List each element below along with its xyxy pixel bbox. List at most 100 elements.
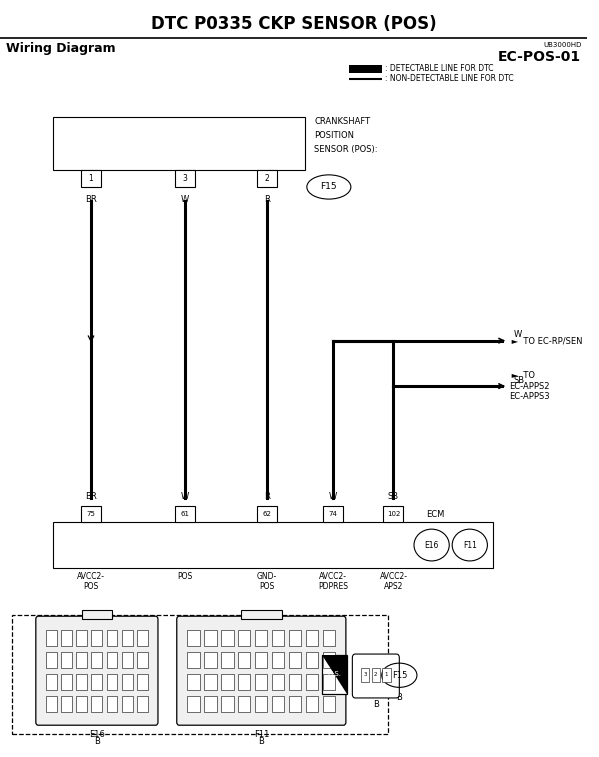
Text: 3: 3: [183, 174, 187, 183]
Text: EC-POS-01: EC-POS-01: [498, 50, 582, 64]
Bar: [187, 652, 199, 668]
Bar: [238, 652, 250, 668]
Bar: [107, 652, 117, 668]
FancyBboxPatch shape: [177, 616, 346, 725]
Text: SB: SB: [388, 492, 399, 501]
Bar: [241, 610, 282, 619]
Text: Wiring Diagram: Wiring Diagram: [6, 42, 116, 55]
Text: POSITION: POSITION: [314, 131, 354, 140]
Bar: [323, 506, 343, 522]
Text: ECM: ECM: [426, 509, 444, 519]
Text: W: W: [181, 195, 189, 204]
Text: GND-
POS: GND- POS: [257, 572, 277, 591]
Bar: [238, 630, 250, 646]
Text: W: W: [329, 492, 337, 501]
Text: ►  TO
EC-APPS2
EC-APPS3: ► TO EC-APPS2 EC-APPS3: [509, 371, 550, 401]
Bar: [323, 674, 335, 690]
Bar: [107, 630, 117, 646]
Text: 102: 102: [387, 511, 400, 517]
Bar: [272, 696, 285, 712]
Bar: [383, 506, 404, 522]
Bar: [137, 674, 147, 690]
Bar: [361, 668, 370, 682]
Bar: [306, 652, 318, 668]
Text: R: R: [264, 195, 270, 204]
Bar: [238, 674, 250, 690]
Bar: [306, 696, 318, 712]
Bar: [221, 674, 234, 690]
Text: E16: E16: [89, 730, 105, 739]
Bar: [137, 652, 147, 668]
Bar: [187, 674, 199, 690]
Bar: [306, 674, 318, 690]
Bar: [76, 696, 87, 712]
Text: W: W: [514, 330, 522, 339]
Bar: [61, 652, 72, 668]
Text: BR: BR: [329, 700, 340, 709]
Bar: [76, 630, 87, 646]
Text: BR: BR: [85, 195, 97, 204]
Text: F11: F11: [253, 730, 269, 739]
Text: DTC P0335 CKP SENSOR (POS): DTC P0335 CKP SENSOR (POS): [151, 15, 437, 33]
Bar: [122, 696, 132, 712]
Text: AVCC2-
POS: AVCC2- POS: [77, 572, 105, 591]
Text: CRANKSHAFT: CRANKSHAFT: [314, 117, 370, 126]
Bar: [76, 652, 87, 668]
Text: 62: 62: [263, 511, 271, 517]
Bar: [61, 696, 72, 712]
Bar: [257, 170, 277, 187]
Bar: [175, 506, 195, 522]
Text: AVCC2-
PDPRES: AVCC2- PDPRES: [318, 572, 348, 591]
Bar: [12, 615, 388, 734]
Text: B: B: [397, 693, 403, 702]
Bar: [92, 696, 102, 712]
Bar: [255, 630, 267, 646]
Bar: [272, 630, 285, 646]
Bar: [122, 652, 132, 668]
Bar: [46, 674, 57, 690]
Bar: [81, 506, 101, 522]
Text: 2: 2: [374, 672, 377, 677]
Text: AVCC2-
APS2: AVCC2- APS2: [379, 572, 407, 591]
Bar: [289, 630, 301, 646]
Text: 61: 61: [180, 511, 189, 517]
Bar: [349, 65, 382, 73]
Bar: [382, 668, 391, 682]
Text: 3: 3: [364, 672, 367, 677]
Bar: [221, 652, 234, 668]
FancyBboxPatch shape: [36, 616, 158, 725]
Text: ►  TO EC-RP/SEN: ► TO EC-RP/SEN: [509, 336, 583, 345]
Text: SENSOR (POS):: SENSOR (POS):: [314, 145, 378, 154]
Bar: [272, 674, 285, 690]
Text: UB3000HD: UB3000HD: [543, 42, 582, 48]
Bar: [137, 630, 147, 646]
Bar: [76, 674, 87, 690]
Bar: [92, 630, 102, 646]
Bar: [137, 696, 147, 712]
Text: SB: SB: [514, 375, 525, 385]
Polygon shape: [322, 655, 347, 694]
Text: F15: F15: [392, 671, 407, 680]
Text: F11: F11: [463, 540, 477, 550]
Bar: [107, 696, 117, 712]
Text: POS: POS: [177, 572, 193, 581]
Text: BR: BR: [85, 492, 97, 501]
Bar: [204, 630, 216, 646]
Bar: [175, 170, 195, 187]
Bar: [272, 652, 285, 668]
Text: B: B: [258, 737, 264, 746]
Bar: [238, 696, 250, 712]
Bar: [46, 630, 57, 646]
Bar: [81, 170, 101, 187]
Bar: [255, 696, 267, 712]
Text: E16: E16: [425, 540, 439, 550]
Bar: [107, 674, 117, 690]
Text: W: W: [181, 492, 189, 501]
Bar: [323, 696, 335, 712]
Text: 1: 1: [89, 174, 93, 183]
Bar: [187, 696, 199, 712]
Bar: [122, 630, 132, 646]
Text: 1: 1: [385, 672, 388, 677]
Bar: [323, 652, 335, 668]
Bar: [46, 696, 57, 712]
